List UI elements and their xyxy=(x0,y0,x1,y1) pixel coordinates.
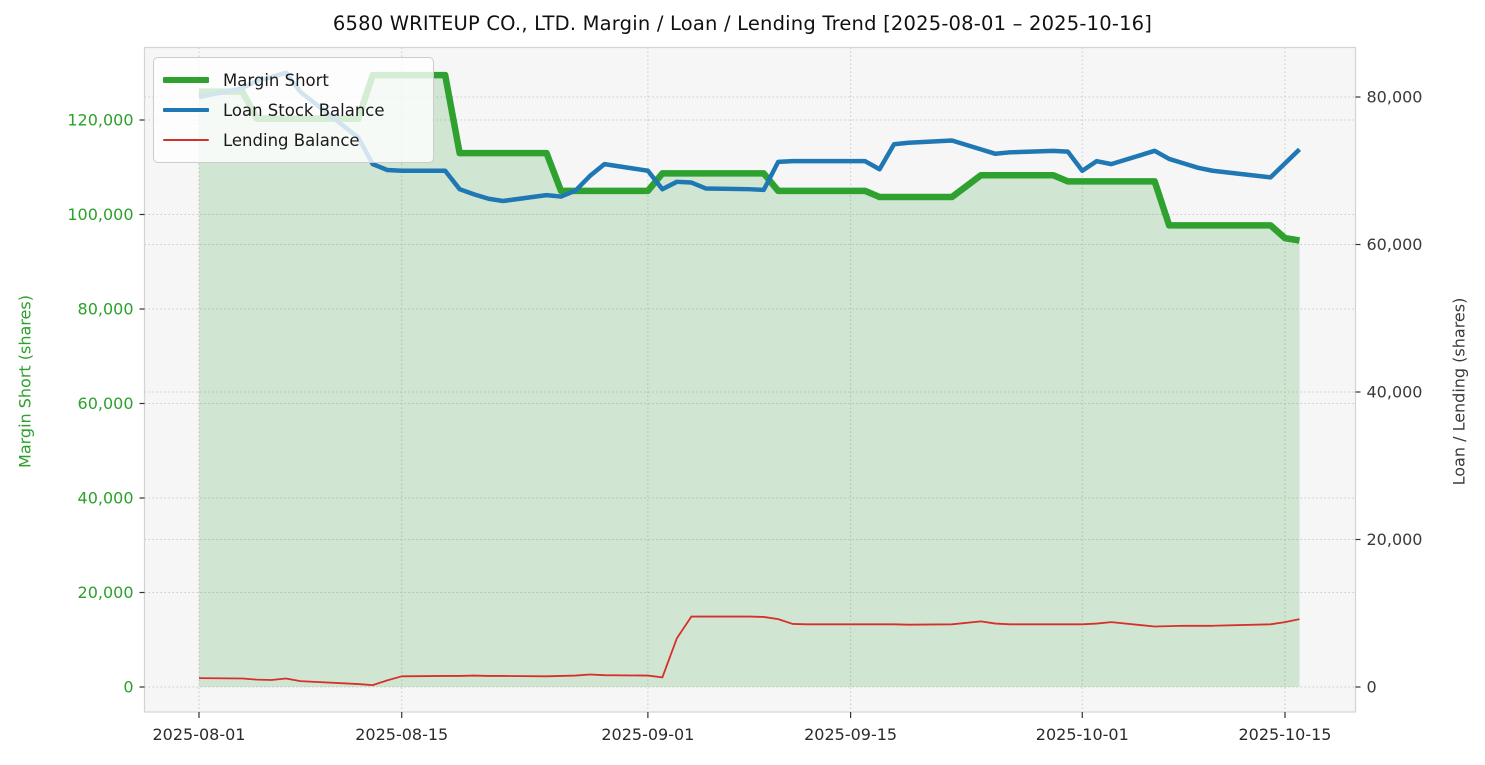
right-tick-label: 40,000 xyxy=(1367,383,1423,402)
legend-label: Loan Stock Balance xyxy=(223,100,385,120)
legend-label: Lending Balance xyxy=(223,130,360,150)
plot-border xyxy=(143,46,1357,713)
legend-item-loan-stock-balance: Loan Stock Balance xyxy=(163,95,425,125)
tick-labels: 0 20,000 40,000 60,000 80,000 100,000 120,000 0… xyxy=(67,88,1422,745)
right-tick-label: 80,000 xyxy=(1367,88,1423,107)
left-tick-label: 120,000 xyxy=(67,111,133,130)
left-tick-label: 100,000 xyxy=(67,205,133,224)
left-tick-label: 80,000 xyxy=(78,300,134,319)
left-axis-label: Margin Short (shares) xyxy=(15,295,35,468)
gridlines xyxy=(144,47,1356,712)
x-tick-label: 2025-08-15 xyxy=(355,725,448,744)
x-tick-label: 2025-09-15 xyxy=(804,725,897,744)
legend-item-margin-short: Margin Short xyxy=(163,65,425,95)
left-tick-label: 40,000 xyxy=(78,489,134,508)
right-tick-label: 20,000 xyxy=(1367,530,1423,549)
legend-label: Margin Short xyxy=(223,70,329,90)
right-tick-label: 60,000 xyxy=(1367,235,1423,254)
right-axis-label: Loan / Lending (shares) xyxy=(1449,297,1469,486)
margin-short-area xyxy=(199,75,1300,688)
legend: Margin Short Loan Stock Balance Lending … xyxy=(153,57,434,163)
left-tick-label: 20,000 xyxy=(78,583,134,602)
x-tick-label: 2025-08-01 xyxy=(153,725,246,744)
series-line-1 xyxy=(198,70,1302,204)
loan-stock-line-icon xyxy=(163,107,209,113)
x-tick-label: 2025-10-01 xyxy=(1036,725,1129,744)
right-tick-label: 0 xyxy=(1367,678,1377,697)
margin-short-line-icon xyxy=(163,76,209,84)
x-tick-label: 2025-10-15 xyxy=(1239,725,1332,744)
left-tick-label: 0 xyxy=(123,678,133,697)
legend-item-lending-balance: Lending Balance xyxy=(163,125,425,155)
series-line-2 xyxy=(198,615,1300,687)
left-tick-label: 60,000 xyxy=(78,394,134,413)
chart-title: 6580 WRITEUP CO., LTD. Margin / Loan / L… xyxy=(332,12,1153,35)
lending-line-icon xyxy=(163,139,209,141)
x-tick-label: 2025-09-01 xyxy=(601,725,694,744)
tick-marks xyxy=(139,96,1361,718)
